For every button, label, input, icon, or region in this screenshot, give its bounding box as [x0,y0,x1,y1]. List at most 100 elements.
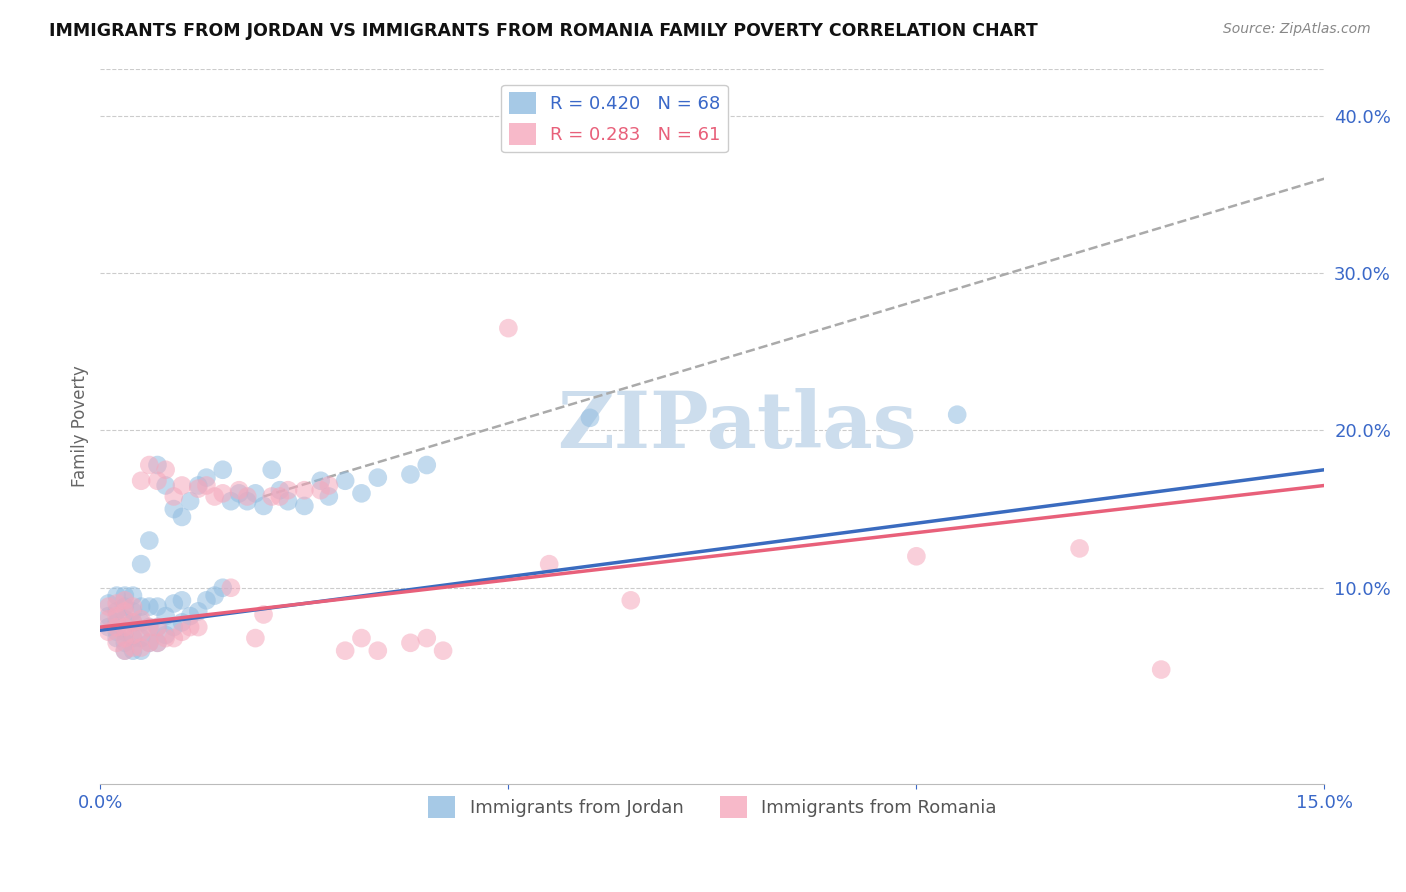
Point [170,615,193,630]
Point [187,482,209,496]
Point [292,499,315,513]
Point [179,609,201,624]
Point [122,640,145,655]
Point [138,533,160,548]
Point [204,589,226,603]
Point [155,628,177,642]
Point [277,483,299,498]
Point [219,494,242,508]
Point [170,510,193,524]
Point [114,604,136,618]
Point [129,631,152,645]
Point [114,631,136,645]
Point [97,599,120,614]
Point [146,636,169,650]
Point [155,631,177,645]
Point [269,490,291,504]
Point [333,474,356,488]
Point [155,609,177,624]
Point [292,483,315,498]
Point [309,474,332,488]
Point [129,624,152,639]
Point [367,470,389,484]
Point [350,486,373,500]
Point [350,631,373,645]
Point [579,410,602,425]
Point [252,499,274,513]
Point [309,483,332,498]
Point [146,474,169,488]
Text: Source: ZipAtlas.com: Source: ZipAtlas.com [1223,22,1371,37]
Point [187,604,209,618]
Point [170,624,193,639]
Point [114,589,136,603]
Point [146,599,169,614]
Point [146,636,169,650]
Point [122,589,145,603]
Point [114,643,136,657]
Point [195,470,218,484]
Point [228,483,250,498]
Point [105,636,128,650]
Point [211,581,233,595]
Point [129,643,152,657]
Point [179,494,201,508]
Point [163,597,186,611]
Legend: Immigrants from Jordan, Immigrants from Romania: Immigrants from Jordan, Immigrants from … [420,789,1004,825]
Point [211,463,233,477]
Point [138,636,160,650]
Point [204,490,226,504]
Point [399,636,422,650]
Point [138,636,160,650]
Point [114,612,136,626]
Point [260,490,283,504]
Point [122,643,145,657]
Text: ZIPatlas: ZIPatlas [557,389,917,465]
Point [146,458,169,472]
Point [114,620,136,634]
Point [122,631,145,645]
Point [129,557,152,571]
Text: IMMIGRANTS FROM JORDAN VS IMMIGRANTS FROM ROMANIA FAMILY POVERTY CORRELATION CHA: IMMIGRANTS FROM JORDAN VS IMMIGRANTS FRO… [49,22,1038,40]
Point [105,604,128,618]
Point [170,593,193,607]
Point [122,599,145,614]
Point [163,631,186,645]
Point [620,593,643,607]
Point [129,640,152,655]
Point [163,490,186,504]
Point [236,490,259,504]
Point [277,494,299,508]
Point [97,597,120,611]
Point [946,408,969,422]
Point [245,631,267,645]
Point [129,612,152,626]
Point [252,607,274,622]
Point [129,474,152,488]
Point [416,458,439,472]
Point [163,620,186,634]
Point [187,478,209,492]
Point [1069,541,1091,556]
Point [269,483,291,498]
Point [187,620,209,634]
Point [97,624,120,639]
Point [122,615,145,630]
Point [260,463,283,477]
Point [155,463,177,477]
Point [318,478,340,492]
Point [122,628,145,642]
Point [146,620,169,634]
Point [416,631,439,645]
Point [114,643,136,657]
Point [138,599,160,614]
Point [905,549,928,564]
Point [105,597,128,611]
Point [1150,663,1173,677]
Point [105,615,128,630]
Point [138,620,160,634]
Point [105,631,128,645]
Point [179,620,201,634]
Point [236,494,259,508]
Point [114,624,136,639]
